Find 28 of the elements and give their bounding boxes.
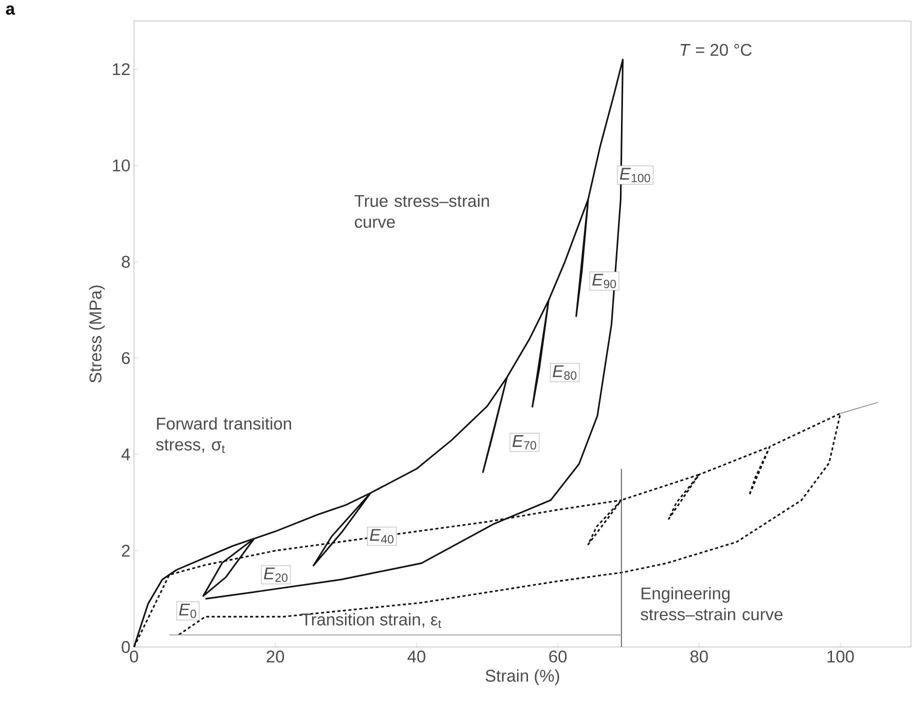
annotation: E$_{20}$ bbox=[264, 568, 288, 582]
x-tick-label: 80 bbox=[690, 650, 708, 663]
y-tick-label: 0 bbox=[122, 641, 130, 653]
y-tick-label: 2 bbox=[122, 544, 130, 557]
y-tick-label: 8 bbox=[122, 256, 130, 268]
y-tick-label: 12 bbox=[112, 63, 130, 76]
chart-title: a bbox=[6, 6, 16, 15]
x-tick-label: 20 bbox=[266, 650, 284, 663]
annotation: True stress–strain curve bbox=[354, 194, 489, 228]
annotation: E$_{90}$ bbox=[592, 274, 616, 288]
x-axis-title: Strain (%) bbox=[486, 669, 560, 686]
annotation: E$_{70}$ bbox=[512, 435, 536, 450]
annotation: Engineering stress–strain curve bbox=[640, 586, 783, 620]
y-tick-label: 6 bbox=[122, 352, 130, 364]
x-tick-label: 0 bbox=[130, 650, 138, 663]
x-tick-label: 100 bbox=[828, 650, 854, 663]
annotation: Forward transition stress, σ$_{t}$ bbox=[156, 417, 292, 454]
annotation: E$_{0}$ bbox=[179, 604, 196, 618]
y-tick-label: 4 bbox=[121, 448, 130, 460]
x-tick-label: 40 bbox=[408, 650, 426, 663]
x-tick-label: 60 bbox=[549, 650, 567, 663]
annotation: T = 20 °C bbox=[680, 44, 752, 56]
y-axis-title: Stress (MPa) bbox=[89, 286, 105, 383]
annotation: E$_{80}$ bbox=[552, 365, 576, 380]
y-tick-label: 10 bbox=[112, 159, 130, 172]
annotation: E$_{100}$ bbox=[620, 168, 650, 182]
annotation: Transition strain, ε$_{t}$ bbox=[302, 613, 442, 628]
annotation: E$_{40}$ bbox=[370, 529, 394, 544]
